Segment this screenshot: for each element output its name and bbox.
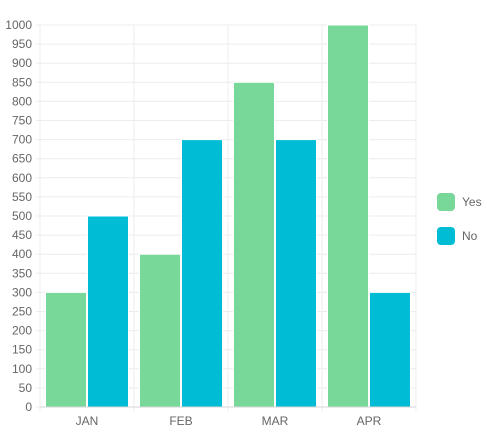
bar-no-mar[interactable] [275, 139, 317, 408]
y-tick-label: 100 [12, 362, 32, 376]
y-tick-label: 950 [12, 37, 32, 51]
x-axis: JAN FEB MAR APR [40, 406, 416, 428]
y-tick-label: 150 [12, 343, 32, 357]
y-tick-label: 800 [12, 94, 32, 108]
y-tick-label: 250 [12, 305, 32, 319]
legend-label-no[interactable]: No [462, 229, 478, 243]
y-axis: 0 50 100 150 200 250 300 350 400 450 500 550 600 650 7… [5, 18, 32, 414]
legend-swatch-yes[interactable] [437, 193, 455, 211]
y-tick-label: 700 [12, 133, 32, 147]
y-tick-label: 550 [12, 190, 32, 204]
bar-no-feb[interactable] [181, 139, 223, 408]
legend-swatch-no[interactable] [437, 227, 455, 245]
y-tick-label: 900 [12, 56, 32, 70]
y-tick-label: 0 [25, 400, 32, 414]
bar-yes-mar[interactable] [233, 81, 275, 408]
y-tick-label: 1000 [5, 18, 32, 32]
legend-label-yes[interactable]: Yes [462, 195, 482, 209]
bars [45, 24, 411, 408]
bar-no-jan[interactable] [87, 215, 129, 408]
bar-yes-jan[interactable] [45, 291, 87, 408]
y-tick-label: 200 [12, 324, 32, 338]
y-tick-label: 650 [12, 152, 32, 166]
y-tick-label: 600 [12, 171, 32, 185]
x-tick-label: FEB [169, 414, 192, 428]
x-tick-label: JAN [76, 414, 99, 428]
x-tick-label: MAR [262, 414, 289, 428]
bar-yes-apr[interactable] [327, 24, 369, 408]
y-tick-label: 50 [19, 381, 33, 395]
y-tick-label: 500 [12, 209, 32, 223]
x-tick-label: APR [357, 414, 382, 428]
bar-no-apr[interactable] [369, 291, 411, 408]
legend: Yes No [437, 193, 482, 245]
y-tick-label: 400 [12, 247, 32, 261]
y-tick-label: 750 [12, 114, 32, 128]
y-tick-label: 350 [12, 266, 32, 280]
y-tick-label: 450 [12, 228, 32, 242]
bar-yes-feb[interactable] [139, 253, 181, 408]
y-tick-label: 300 [12, 285, 32, 299]
y-tick-label: 850 [12, 75, 32, 89]
